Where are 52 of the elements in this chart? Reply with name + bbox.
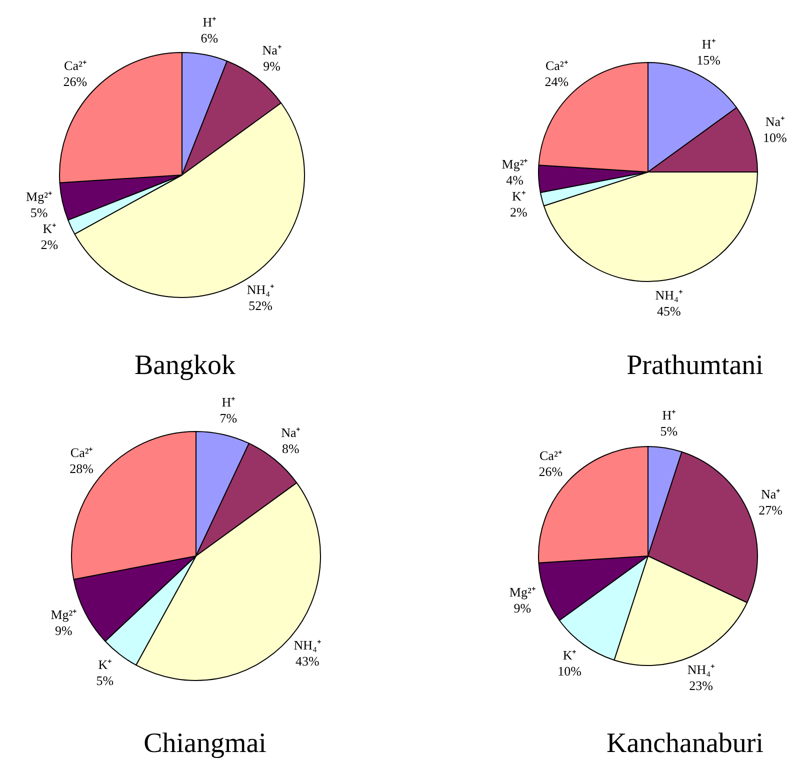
text: Prathumtani <box>626 350 764 382</box>
data-label: 2% <box>510 204 528 220</box>
slice-label: K⁺ <box>42 220 56 236</box>
data-label: 8% <box>282 441 300 456</box>
slice-label: Mg²⁺ <box>502 156 528 172</box>
text: Bangkok <box>134 350 236 382</box>
slice-label: Ca²⁺ <box>64 58 86 74</box>
slice-label: H⁺ <box>702 36 716 52</box>
data-label: 24% <box>544 74 569 90</box>
slice-label: NH₄⁺ <box>246 282 274 298</box>
slice-label: Na⁺ <box>281 425 300 440</box>
slice-label: NH₄⁺ <box>687 662 715 677</box>
slice-label: Na⁺ <box>765 114 785 130</box>
data-label: 5% <box>96 672 114 688</box>
data-label: 9% <box>55 622 73 638</box>
data-label: 26% <box>538 464 563 480</box>
data-label: 28% <box>70 460 94 476</box>
data-label: 4% <box>506 172 524 188</box>
slice-label: Na⁺ <box>760 486 780 502</box>
data-label: 45% <box>656 303 681 318</box>
slice-label: NH₄⁺ <box>294 638 322 653</box>
slice-label: Mg²⁺ <box>509 584 536 600</box>
data-label: 27% <box>758 502 783 518</box>
data-label: 43% <box>295 654 320 669</box>
data-label: 10% <box>763 130 788 146</box>
data-label: 52% <box>248 298 273 314</box>
slice-label: H⁺ <box>222 394 236 410</box>
slice-label: Ca²⁺ <box>545 58 568 74</box>
text: Chiangmai <box>144 728 266 760</box>
slice-label: Na⁺ <box>262 42 282 58</box>
data-label: 9% <box>263 58 281 74</box>
slice-label: K⁺ <box>512 188 526 204</box>
data-label: 6% <box>200 30 218 46</box>
slice-label: K⁺ <box>562 647 576 662</box>
slice-label: Mg²⁺ <box>50 606 77 622</box>
data-label: 7% <box>220 410 238 426</box>
data-label: 23% <box>689 678 714 693</box>
data-label: 2% <box>40 236 58 252</box>
data-label: 26% <box>63 74 88 90</box>
slice-label: Mg²⁺ <box>26 188 52 204</box>
slice-label: H⁺ <box>662 408 676 423</box>
data-label: 15% <box>696 52 721 68</box>
slice-label: K⁺ <box>98 656 112 672</box>
slice-label: Ca²⁺ <box>70 444 93 460</box>
data-label: 10% <box>558 663 582 678</box>
data-label: 5% <box>30 204 48 220</box>
data-label: 5% <box>660 424 678 439</box>
slice-label: Ca²⁺ <box>540 448 562 464</box>
slice-label: NH₄⁺ <box>655 287 683 302</box>
data-label: 9% <box>514 600 532 616</box>
slice-label: H⁺ <box>202 14 216 30</box>
text: Kanchanaburi <box>606 728 764 760</box>
